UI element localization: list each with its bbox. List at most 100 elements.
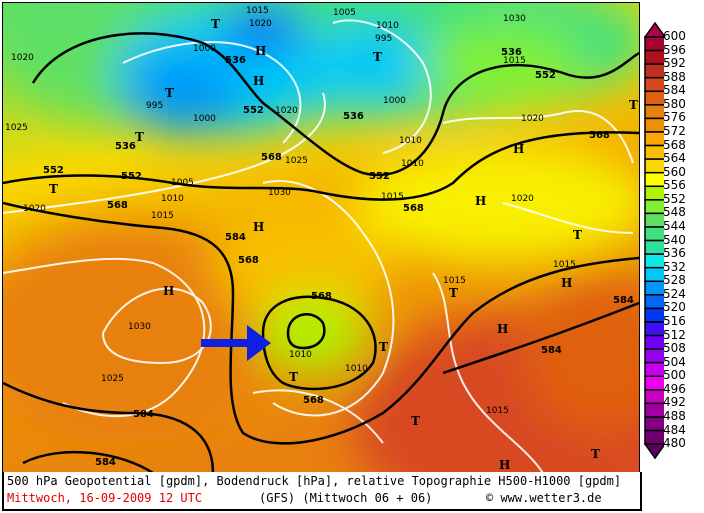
caption-date: Mittwoch, 16-09-2009 12 UTC [7, 491, 203, 505]
legend-swatch [644, 321, 664, 337]
legend-swatch [644, 171, 664, 188]
contour-label: 568 [303, 395, 324, 406]
legend-swatch [644, 90, 664, 106]
isobar-label: 1015 [486, 406, 509, 416]
legend-swatch [644, 253, 664, 269]
geopotential-labels: 536 552 568 584 536 552 568 536 552 536 … [43, 47, 634, 468]
isobar-label: 1010 [401, 159, 424, 169]
isobar-label: 1015 [151, 211, 174, 221]
legend-swatch [644, 117, 664, 133]
legend-label: 552 [663, 191, 686, 206]
low-marker: T [165, 86, 174, 100]
topography-shading [3, 3, 639, 473]
legend-swatch [644, 402, 664, 418]
contour-label: 552 [43, 165, 64, 176]
legend-label: 588 [663, 69, 686, 84]
legend-label: 520 [663, 300, 686, 315]
contour-label: 536 [501, 47, 522, 58]
low-marker: T [289, 370, 298, 384]
legend-swatch [644, 212, 664, 228]
legend-label: 592 [663, 56, 686, 71]
isobar-label: 1015 [246, 6, 269, 16]
legend-swatch [644, 307, 664, 323]
pressure-centers: T H T T T T H H T H H T H H T T T T H T [49, 17, 638, 472]
contour-label: 568 [311, 291, 332, 302]
legend-label: 536 [663, 246, 686, 261]
contour-label: 568 [403, 203, 424, 214]
high-marker: H [253, 220, 264, 234]
high-marker: H [499, 458, 510, 472]
legend-swatch [644, 429, 664, 445]
contour-label: 584 [613, 295, 634, 306]
isobar-label: 1010 [161, 194, 184, 204]
legend-label: 508 [663, 341, 686, 356]
legend-label: 564 [663, 151, 686, 166]
contour-label: 584 [225, 232, 246, 243]
legend-top-triangle [644, 21, 664, 38]
legend-label: 548 [663, 205, 686, 220]
caption-title: 500 hPa Geopotential [gpdm], Bodendruck … [7, 474, 622, 488]
isobar-label: 1030 [268, 188, 291, 198]
contour-label: 568 [261, 152, 282, 163]
high-marker: H [561, 276, 572, 290]
legend-swatch [644, 389, 664, 405]
caption-copyright: © www.wetter3.de [486, 491, 602, 505]
isobar-label: 1010 [345, 364, 368, 374]
map-caption: 500 hPa Geopotential [gpdm], Bodendruck … [2, 472, 642, 511]
color-legend: 600 596 592 588 584 580 576 572 568 564 560 556 552 5… [640, 20, 704, 460]
legend-swatch [644, 239, 664, 255]
isobar-label: 1030 [503, 14, 526, 24]
low-marker: T [379, 340, 388, 354]
isobar-label: 1015 [553, 260, 576, 270]
legend-swatch [644, 334, 664, 350]
isobar-label: 995 [146, 101, 163, 111]
isobar-label: 1025 [101, 374, 124, 384]
contour-label: 552 [535, 70, 556, 81]
weather-map: 536 552 568 584 536 552 568 536 552 536 … [2, 2, 640, 474]
contour-label: 536 [225, 55, 246, 66]
isobar-label: 1000 [383, 96, 406, 106]
legend-swatch [644, 416, 664, 432]
low-marker: T [211, 17, 220, 31]
contour-label: 568 [238, 255, 259, 266]
legend-bottom-triangle [644, 443, 664, 460]
isobar-label: 1020 [521, 114, 544, 124]
legend-swatch [644, 348, 664, 364]
contour-label: 584 [541, 345, 562, 356]
isobar-label: 1030 [128, 322, 151, 332]
low-marker: T [135, 130, 144, 144]
isobar-label: 1010 [289, 350, 312, 360]
legend-swatch [644, 104, 664, 120]
isobar-label: 995 [375, 34, 392, 44]
legend-label: 596 [663, 42, 686, 57]
legend-swatch [644, 144, 664, 160]
legend-swatch [644, 49, 664, 65]
isobar-label: 1020 [511, 194, 534, 204]
legend-label: 488 [663, 408, 686, 423]
legend-swatch [644, 185, 664, 201]
legend-label: 556 [663, 178, 686, 193]
legend-swatch [644, 131, 664, 147]
legend-swatch [644, 63, 664, 79]
legend-label: 576 [663, 110, 686, 125]
legend-label: 540 [663, 232, 686, 247]
isobar-label: 1010 [399, 136, 422, 146]
low-marker: T [49, 182, 58, 196]
low-marker: T [591, 447, 600, 461]
isobar-label: 1015 [503, 56, 526, 66]
legend-swatch [644, 76, 664, 93]
isobar-label: 1000 [193, 114, 216, 124]
legend-label: 544 [663, 218, 686, 233]
isobar-label: 1010 [376, 21, 399, 31]
legend-label: 560 [663, 164, 686, 179]
contour-label: 552 [243, 105, 264, 116]
contour-label: 552 [121, 171, 142, 182]
low-marker: T [411, 414, 420, 428]
isobar-label: 1025 [5, 123, 28, 133]
legend-label: 484 [663, 422, 686, 437]
high-marker: H [163, 284, 174, 298]
contour-label: 536 [343, 111, 364, 122]
legend-label: 528 [663, 273, 686, 288]
map-canvas: 536 552 568 584 536 552 568 536 552 536 … [3, 3, 639, 473]
